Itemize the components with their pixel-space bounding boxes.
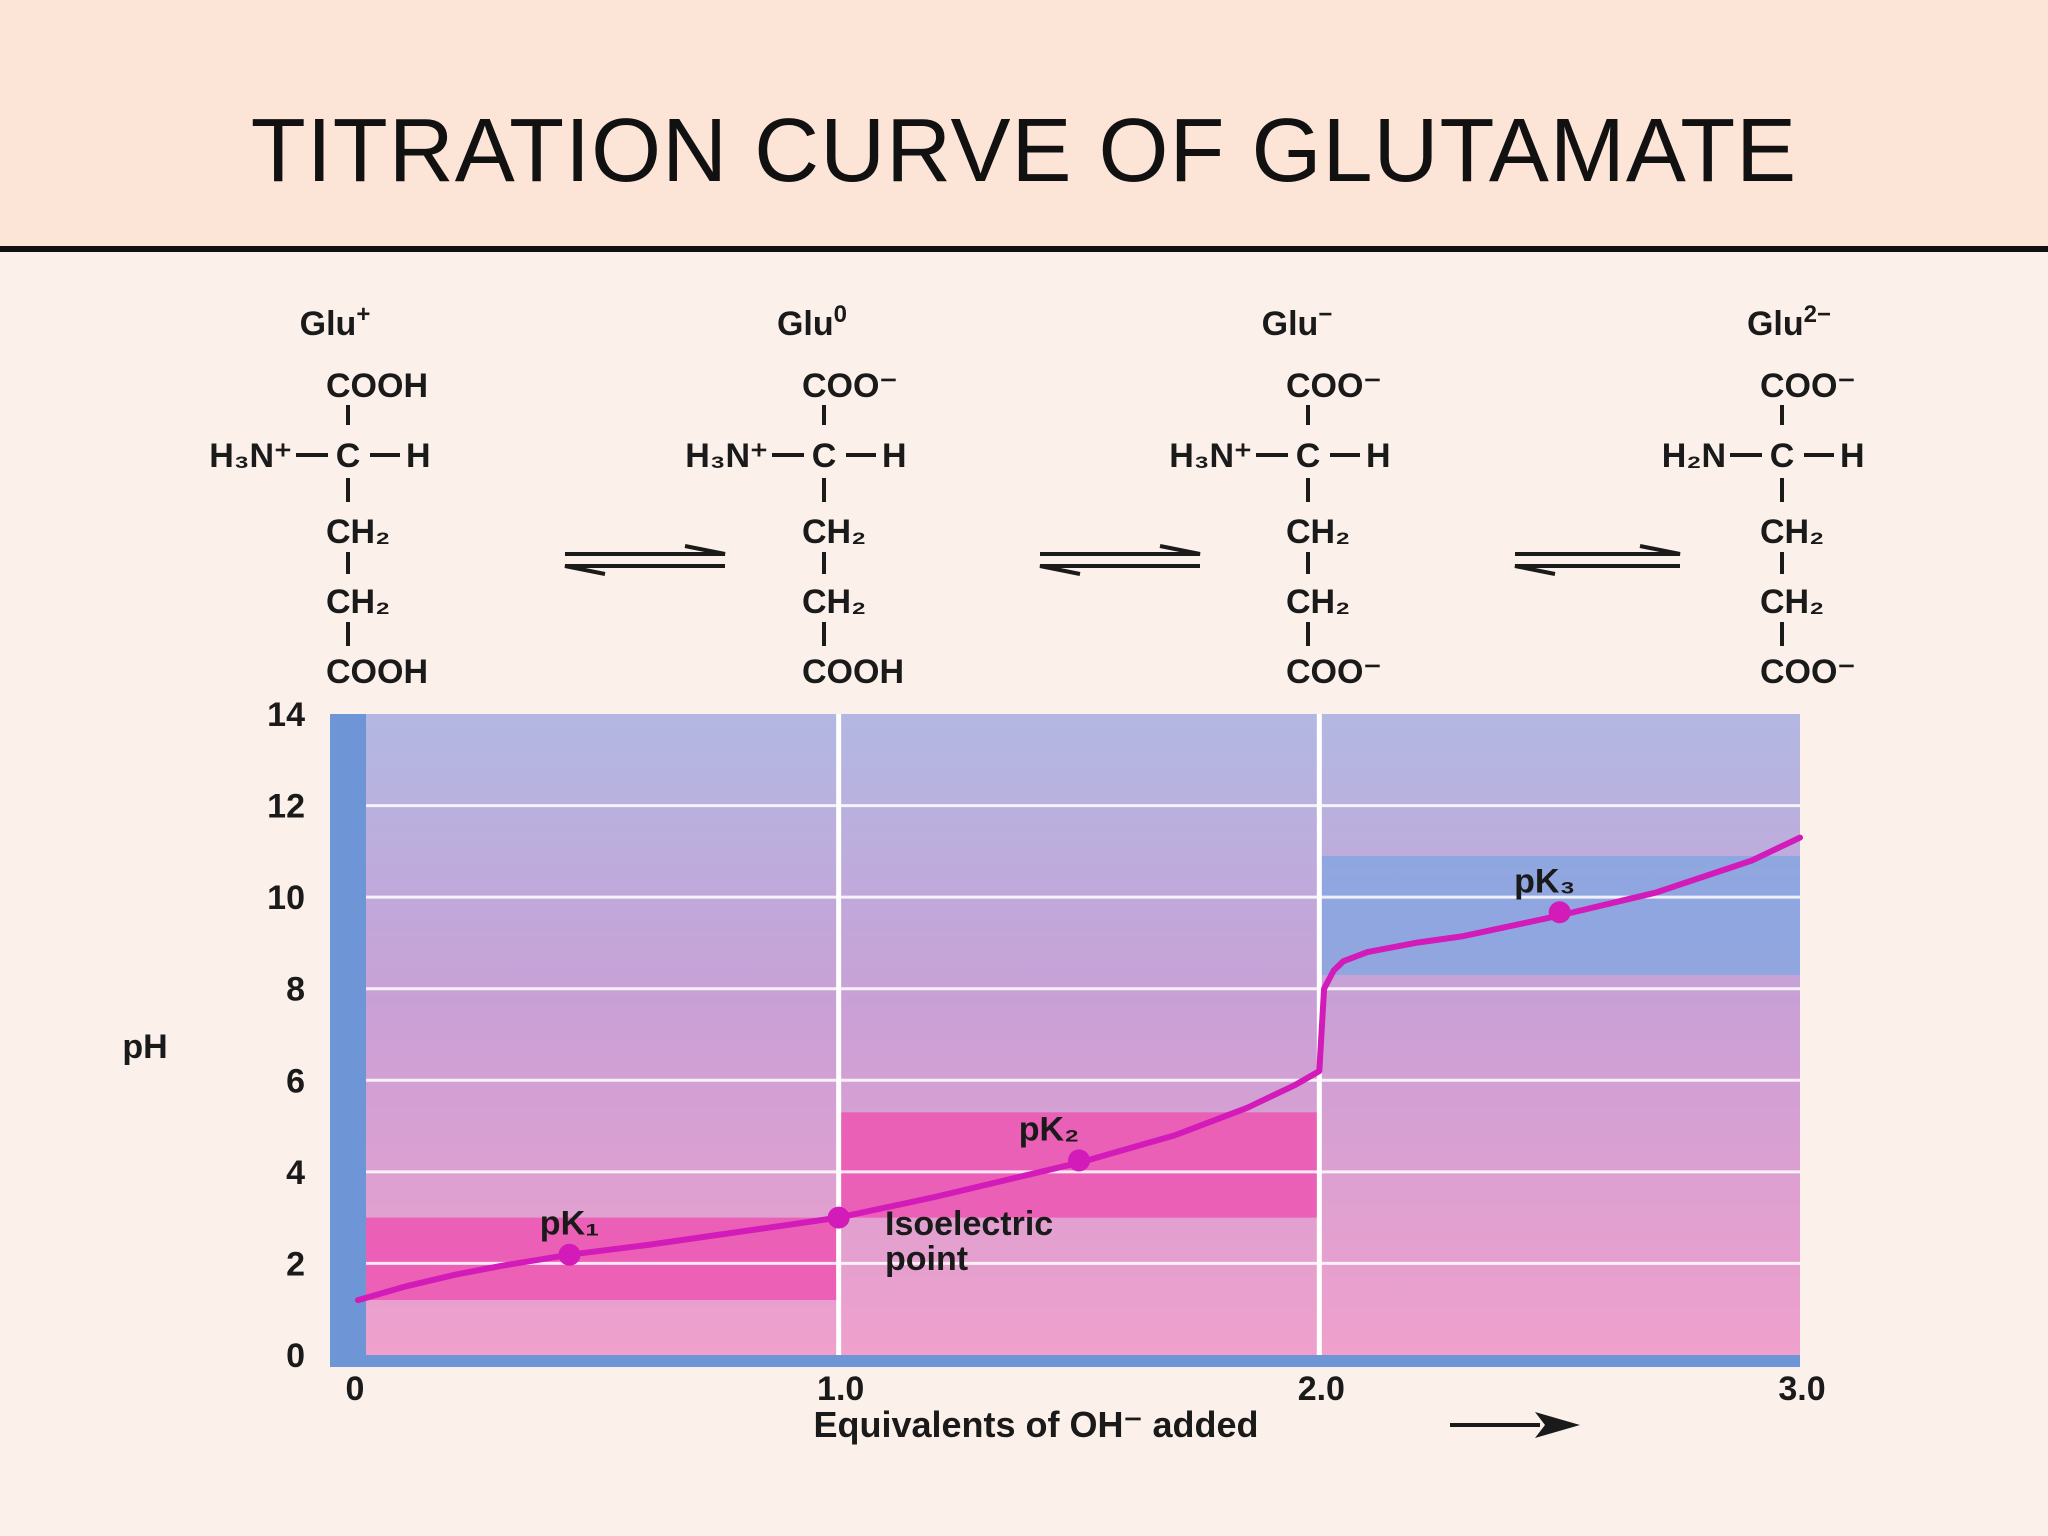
isoelectric-label-2: point xyxy=(885,1240,968,1278)
title-band: TITRATION CURVE OF GLUTAMATE xyxy=(0,0,2048,246)
bottom-group: COOH xyxy=(802,653,904,691)
x-tick-label: 3.0 xyxy=(1778,1370,1825,1408)
amino-group: H₃N⁺ xyxy=(685,437,768,475)
species-3: Glu2− COO⁻ C H₂N H CH₂ CH₂ COO⁻ xyxy=(1662,301,1865,692)
top-group: COO⁻ xyxy=(1286,367,1381,405)
pk2-label: pK₂ xyxy=(1019,1110,1079,1148)
amino-group: H₂N xyxy=(1662,437,1726,475)
chain-ch2: CH₂ xyxy=(802,583,866,621)
x-tick-label: 2.0 xyxy=(1298,1370,1345,1408)
species-2: Glu− COO⁻ C H₃N⁺ H CH₂ CH₂ COO⁻ xyxy=(1169,301,1390,692)
species-0: Glu+ COOH C H₃N⁺ H CH₂ CH₂ COOH xyxy=(209,301,430,692)
key-point-0 xyxy=(558,1243,581,1266)
pk3-label: pK₃ xyxy=(1514,862,1575,900)
equilibrium-arrow-1 xyxy=(1039,544,1201,576)
bottom-group: COO⁻ xyxy=(1286,653,1381,691)
chain-ch2: CH₂ xyxy=(1286,513,1350,551)
hydrogen: H xyxy=(1366,437,1391,475)
x-axis-band xyxy=(330,1355,1800,1367)
page-title: TITRATION CURVE OF GLUTAMATE xyxy=(250,101,1798,201)
bottom-group: COOH xyxy=(326,653,428,691)
top-group: COO⁻ xyxy=(802,367,897,405)
chain-ch2: CH₂ xyxy=(1760,513,1824,551)
hydrogen: H xyxy=(1840,437,1865,475)
y-tick-label: 8 xyxy=(286,971,305,1009)
alpha-carbon: C xyxy=(812,437,837,475)
amino-group: H₃N⁺ xyxy=(1169,437,1252,475)
chain-ch2: CH₂ xyxy=(1760,583,1824,621)
key-point-2 xyxy=(1068,1149,1090,1172)
reverse-half-arrow xyxy=(1039,564,1200,576)
forward-half-arrow xyxy=(1040,544,1201,556)
y-axis-title: pH xyxy=(122,1028,167,1066)
y-tick-label: 4 xyxy=(286,1154,305,1192)
species-1: Glu0 COO⁻ C H₃N⁺ H CH₂ CH₂ COOH xyxy=(685,301,906,692)
species-name: Glu2− xyxy=(1747,301,1831,344)
forward-half-arrow xyxy=(1515,544,1681,556)
top-group: COOH xyxy=(326,367,428,405)
reverse-half-arrow xyxy=(564,564,725,576)
y-tick-label: 2 xyxy=(286,1245,305,1283)
y-axis-band xyxy=(330,714,366,1365)
alpha-carbon: C xyxy=(1770,437,1795,475)
key-point-1 xyxy=(827,1206,850,1229)
alpha-carbon: C xyxy=(1296,437,1321,475)
y-tick-label: 14 xyxy=(267,696,305,734)
chain-ch2: CH₂ xyxy=(326,583,390,621)
hydrogen: H xyxy=(882,437,907,475)
titration-curve xyxy=(355,834,1803,1304)
x-axis-title: Equivalents of OH⁻ added xyxy=(813,1404,1258,1445)
x-axis-arrow-head xyxy=(1535,1412,1580,1438)
equilibrium-arrow-2 xyxy=(1514,544,1681,576)
titration-chart: 0 2 4 6 8 10 12 14 0 1.0 2.0 3.0 pH Equivalents of OH… xyxy=(122,696,1825,1445)
pk1-label: pK₁ xyxy=(540,1205,599,1243)
hydrogen: H xyxy=(406,437,431,475)
alpha-carbon: C xyxy=(336,437,361,475)
y-tick-label: 12 xyxy=(267,788,305,826)
top-group: COO⁻ xyxy=(1760,367,1855,405)
species-name: Glu− xyxy=(1262,301,1333,344)
forward-half-arrow xyxy=(565,544,726,556)
chain-ch2: CH₂ xyxy=(802,513,866,551)
key-point-3 xyxy=(1548,901,1571,924)
y-tick-label: 0 xyxy=(286,1337,305,1375)
title-divider xyxy=(0,246,2048,252)
species-name: Glu+ xyxy=(300,301,371,344)
amino-group: H₃N⁺ xyxy=(209,437,292,475)
species-name: Glu0 xyxy=(777,301,847,344)
x-tick-label: 1.0 xyxy=(817,1370,864,1408)
bottom-group: COO⁻ xyxy=(1760,653,1855,691)
y-tick-label: 6 xyxy=(286,1062,305,1100)
chain-ch2: CH₂ xyxy=(1286,583,1350,621)
y-tick-label: 10 xyxy=(267,879,305,917)
isoelectric-label-1: Isoelectric xyxy=(885,1205,1053,1243)
equilibrium-arrow-0 xyxy=(564,544,726,576)
chain-ch2: CH₂ xyxy=(326,513,390,551)
reverse-half-arrow xyxy=(1514,564,1680,576)
x-tick-label: 0 xyxy=(346,1370,365,1408)
